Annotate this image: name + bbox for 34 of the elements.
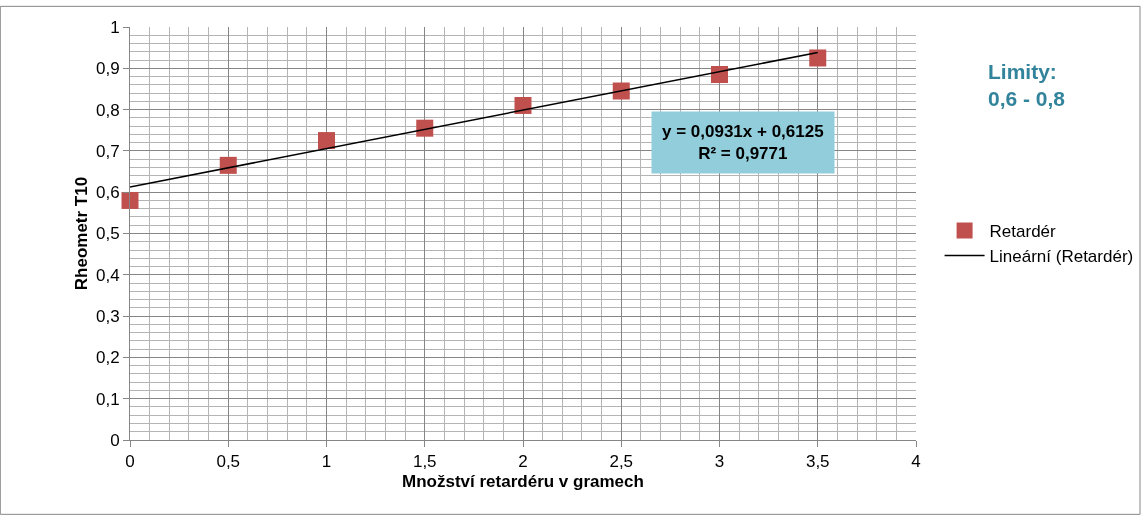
y-tick-label: 1 (110, 17, 120, 37)
x-tick-label: 4 (911, 452, 921, 472)
x-tick-label: 1,5 (412, 452, 437, 472)
y-tick-label: 0,9 (95, 59, 120, 79)
x-tick-label: 0 (125, 452, 135, 472)
y-axis-title: Rheometr T10 (71, 176, 91, 291)
point (809, 49, 827, 67)
y-tick-label: 0,5 (95, 224, 120, 244)
x-tick-label: 2 (518, 452, 528, 472)
point (416, 119, 434, 137)
point (121, 191, 139, 209)
y-tick-label: 0 (110, 430, 120, 450)
y-tick-label: 0,1 (95, 389, 120, 409)
point (711, 66, 728, 83)
x-tick-label: 2,5 (609, 452, 634, 472)
x-axis-title: Množství retardéru v gramech (402, 471, 644, 491)
x-tick-label: 3,5 (805, 452, 830, 472)
legend-label: Retardér (989, 222, 1057, 242)
y-tick-label: 0,7 (95, 141, 120, 161)
point (514, 96, 532, 114)
y-tick-label: 0,6 (95, 183, 120, 203)
x-tick-label: 1 (321, 452, 332, 472)
x-tick-label: 3 (714, 452, 725, 472)
y-tick-label: 0,4 (95, 265, 120, 285)
y-tick-label: 0,3 (95, 307, 120, 327)
y-tick-label: 0,8 (95, 100, 120, 120)
annotation: y = 0,0931x + 0,6125 R² = 0,9771 (662, 122, 824, 164)
y-tick-label: 0,2 (95, 348, 120, 368)
point (612, 82, 630, 100)
point (318, 132, 335, 150)
text: Limity: 0,6 - 0,8 (988, 60, 1066, 111)
point (219, 156, 237, 174)
x-tick-label: 0,5 (216, 452, 241, 472)
legend-label: Lineární (Retardér) (989, 247, 1134, 267)
